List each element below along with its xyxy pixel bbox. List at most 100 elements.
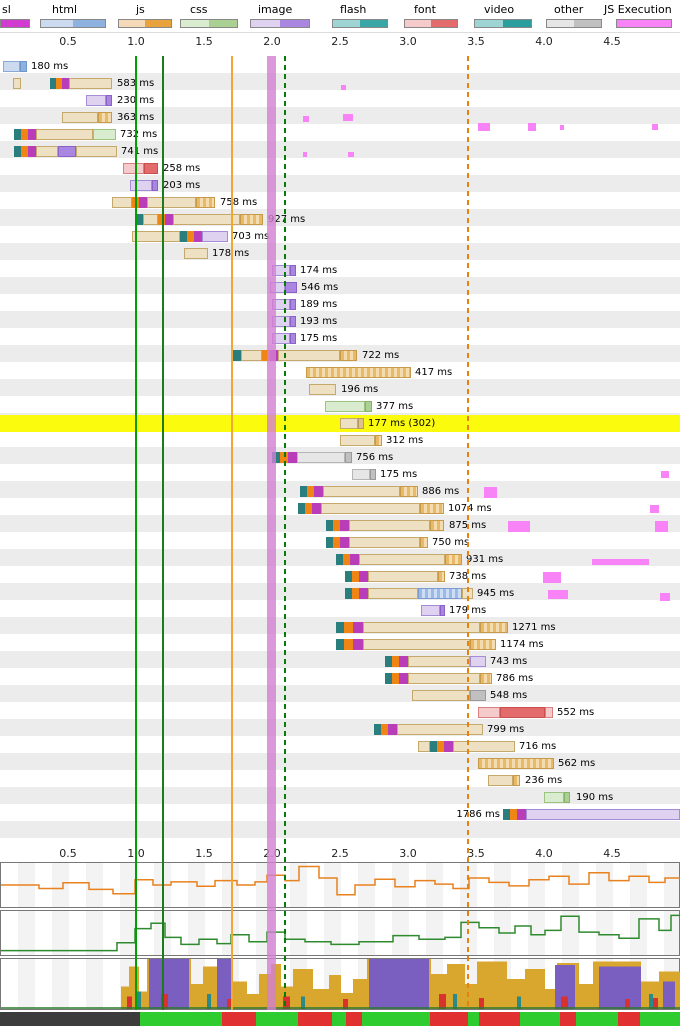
request-row[interactable]: 178 ms	[0, 245, 680, 262]
request-row[interactable]: 177 ms (302)	[0, 415, 680, 432]
axis-tick-label: 0.5	[59, 847, 77, 860]
ttfb-segment	[309, 384, 336, 395]
con-segment	[392, 656, 399, 667]
axis-tick-label: 3.5	[467, 35, 485, 48]
request-row[interactable]: 750 ms	[0, 534, 680, 551]
tan_d-segment	[358, 418, 364, 429]
request-row[interactable]: 230 ms	[0, 92, 680, 109]
request-row[interactable]: 703 ms	[0, 228, 680, 245]
css_l-segment	[325, 401, 365, 412]
request-time-label: 743 ms	[490, 656, 528, 667]
request-row[interactable]: 312 ms	[0, 432, 680, 449]
ssl-segment	[139, 197, 147, 208]
dns-segment	[272, 452, 280, 463]
request-row[interactable]: 786 ms	[0, 670, 680, 687]
font_l-segment	[478, 707, 500, 718]
request-row[interactable]: 546 ms	[0, 279, 680, 296]
request-row[interactable]: 1074 ms	[0, 500, 680, 517]
request-row[interactable]: 552 ms	[0, 704, 680, 721]
interactive-strip-segment	[140, 1012, 222, 1026]
img_d-segment	[58, 146, 76, 157]
axis-tick-label: 4.0	[535, 35, 553, 48]
request-time-label: 1786 ms	[456, 809, 500, 820]
request-time-label: 1074 ms	[448, 503, 492, 514]
resource-type-legend: sl html js css image flash font video other JS Ex…	[0, 0, 680, 33]
oth_d-segment	[370, 469, 376, 480]
request-row[interactable]: 722 ms	[0, 347, 680, 364]
request-waterfall[interactable]: 180 ms 583 ms 230 ms 363 ms 732 ms 741 ms 258 …	[0, 56, 680, 846]
ttfb-segment	[408, 673, 480, 684]
ttfb-segment	[36, 129, 93, 140]
request-row[interactable]: 196 ms	[0, 381, 680, 398]
request-row[interactable]: 931 ms	[0, 551, 680, 568]
request-row[interactable]: 583 ms	[0, 75, 680, 92]
request-row[interactable]: 875 ms	[0, 517, 680, 534]
request-row[interactable]: 799 ms	[0, 721, 680, 738]
ttfb-segment	[363, 639, 470, 650]
request-row[interactable]: 377 ms	[0, 398, 680, 415]
legend-label: font	[414, 3, 436, 16]
start-render-marker	[135, 56, 137, 1010]
dl-segment	[438, 571, 445, 582]
ssl-segment	[399, 673, 408, 684]
page-interactive-strip	[0, 1012, 680, 1026]
ttfb-segment	[418, 741, 430, 752]
js-execution-mark	[592, 559, 649, 565]
request-row[interactable]: 756 ms	[0, 449, 680, 466]
request-row[interactable]: 886 ms	[0, 483, 680, 500]
request-row[interactable]: 190 ms	[0, 789, 680, 806]
request-row[interactable]: 1271 ms	[0, 619, 680, 636]
dns-segment	[14, 146, 21, 157]
css_d-segment	[564, 792, 570, 803]
dl-segment	[196, 197, 215, 208]
request-time-label: 189 ms	[300, 299, 338, 310]
request-row[interactable]: 1786 ms	[0, 806, 680, 823]
ttfb-segment	[359, 554, 445, 565]
img_d-segment	[290, 333, 296, 344]
request-row[interactable]: 927 ms	[0, 211, 680, 228]
request-time-label: 177 ms (302)	[368, 418, 436, 429]
js-execution-mark	[548, 590, 568, 599]
request-row[interactable]: 732 ms	[0, 126, 680, 143]
oth_d-segment	[470, 690, 486, 701]
request-row[interactable]: 236 ms	[0, 772, 680, 789]
request-row[interactable]: 741 ms	[0, 143, 680, 160]
request-row[interactable]: 189 ms	[0, 296, 680, 313]
request-row[interactable]: 258 ms	[0, 160, 680, 177]
ssl-segment	[353, 639, 363, 650]
con-segment	[343, 554, 350, 565]
request-row[interactable]: 758 ms	[0, 194, 680, 211]
interactive-strip-segment	[332, 1012, 346, 1026]
js-execution-mark	[528, 123, 536, 131]
main-thread-activity	[1, 959, 680, 1009]
img_l-segment	[421, 605, 440, 616]
js-execution-mark	[341, 85, 346, 90]
request-row[interactable]: 180 ms	[0, 58, 680, 75]
request-row[interactable]: 175 ms	[0, 466, 680, 483]
request-time-label: 886 ms	[422, 486, 460, 497]
request-row[interactable]: 203 ms	[0, 177, 680, 194]
request-row[interactable]: 193 ms	[0, 313, 680, 330]
request-row[interactable]: 945 ms	[0, 585, 680, 602]
request-row[interactable]: 716 ms	[0, 738, 680, 755]
request-row[interactable]: 417 ms	[0, 364, 680, 381]
request-row[interactable]: 175 ms	[0, 330, 680, 347]
request-row[interactable]: 174 ms	[0, 262, 680, 279]
request-row[interactable]: 562 ms	[0, 755, 680, 772]
dns-segment	[385, 673, 392, 684]
request-row[interactable]: 1174 ms	[0, 636, 680, 653]
ttfb-segment	[173, 214, 240, 225]
css_d-segment	[365, 401, 372, 412]
request-row[interactable]: 738 ms	[0, 568, 680, 585]
request-row[interactable]: 179 ms	[0, 602, 680, 619]
con-segment	[333, 520, 340, 531]
interactive-strip-segment	[346, 1012, 362, 1026]
axis-tick-label: 2.0	[263, 35, 281, 48]
interactive-strip-segment	[479, 1012, 520, 1026]
request-row[interactable]: 363 ms	[0, 109, 680, 126]
interactive-strip-segment	[520, 1012, 560, 1026]
request-row[interactable]: 548 ms	[0, 687, 680, 704]
interactive-strip-segment	[430, 1012, 468, 1026]
request-row[interactable]: 743 ms	[0, 653, 680, 670]
